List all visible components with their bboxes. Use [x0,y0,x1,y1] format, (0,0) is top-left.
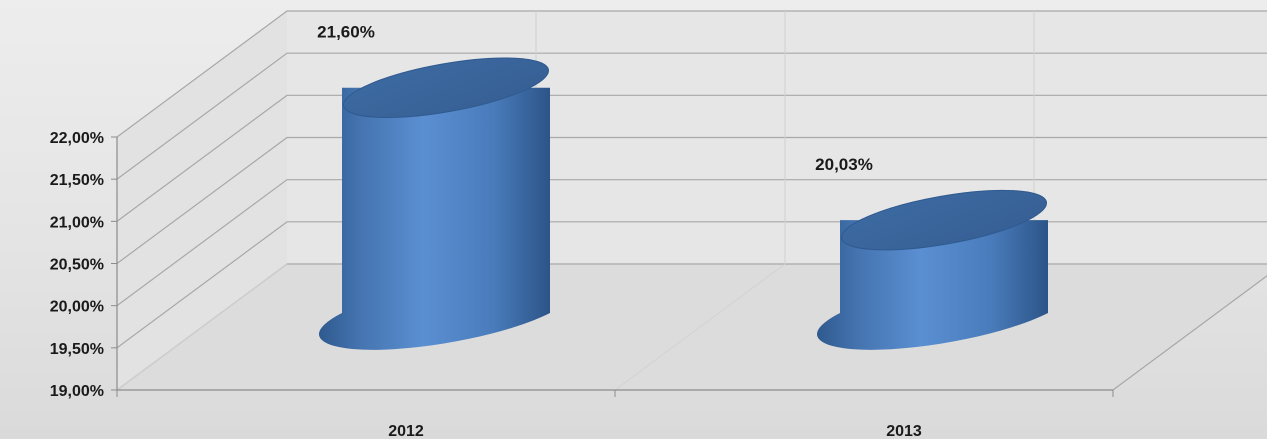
y-tick-label: 19,50% [50,341,104,358]
y-tick-label: 20,50% [50,257,104,274]
labels: 21,60% 2012 20,03% 2013 [317,23,922,439]
gridline [116,136,1267,264]
bar [817,189,1048,350]
y-axis-ticks: 19,00% 19,50% 20,00% 20,50% 21,00% 21,50% 22,0… [50,130,117,400]
y-tick-label: 22,00% [50,130,104,147]
y-tick-label: 20,00% [50,299,104,316]
floor-divider [614,263,786,391]
data-label: 21,60% [317,23,375,42]
y-tick-label: 21,50% [50,172,104,189]
bar-body [318,87,550,350]
gridline [116,10,1267,138]
x-tick-label: 2013 [886,423,922,439]
bar-top [342,57,550,118]
gridline [116,94,1267,222]
y-tick-label: 21,00% [50,214,104,231]
floor [117,264,1267,390]
data-label: 20,03% [815,155,873,174]
y-tick-label: 19,00% [50,383,104,400]
floor-edge [1112,275,1267,391]
gridline [116,179,1267,307]
bar [318,57,550,350]
bars [318,57,1048,350]
bar-top [840,189,1048,251]
x-tick-label: 2012 [388,423,424,439]
bar-body [817,220,1048,350]
floor-divider [116,263,288,391]
gridline [116,52,1267,180]
